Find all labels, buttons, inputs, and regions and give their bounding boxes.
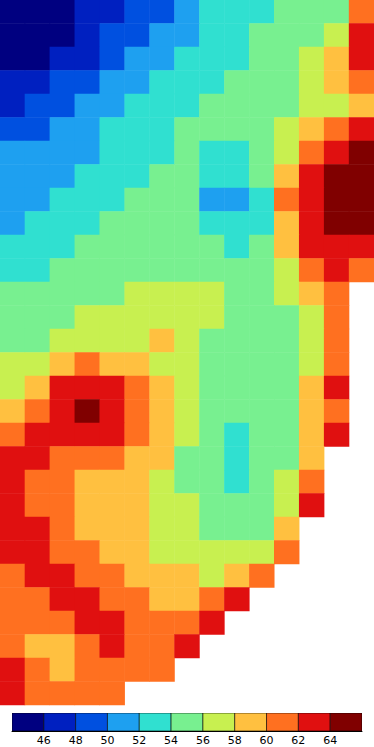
svg-text:60: 60 — [260, 734, 274, 747]
svg-text:58: 58 — [228, 734, 242, 747]
svg-text:48: 48 — [69, 734, 83, 747]
svg-text:50: 50 — [100, 734, 114, 747]
svg-text:46: 46 — [37, 734, 51, 747]
svg-text:54: 54 — [164, 734, 178, 747]
svg-text:52: 52 — [132, 734, 146, 747]
svg-text:56: 56 — [196, 734, 210, 747]
svg-text:62: 62 — [291, 734, 305, 747]
svg-text:64: 64 — [323, 734, 337, 747]
